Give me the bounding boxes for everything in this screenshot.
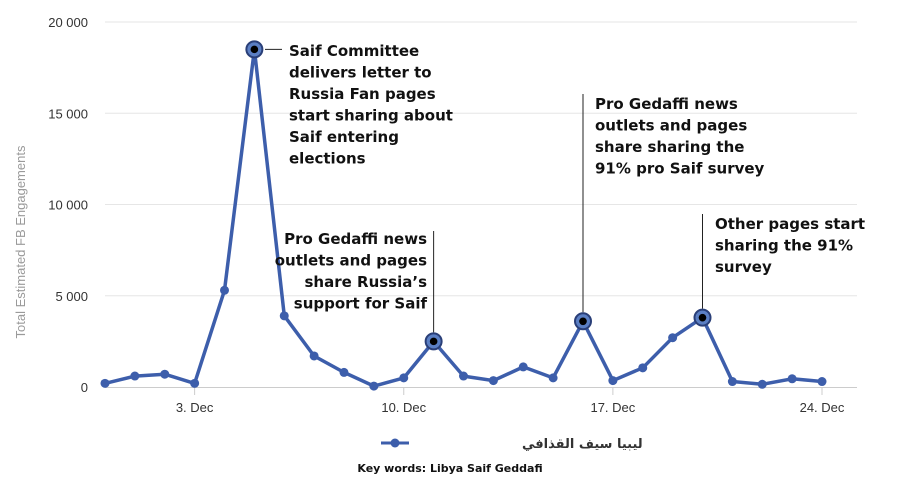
annotation-line: delivers letter to bbox=[289, 64, 432, 82]
highlight-markers bbox=[245, 40, 712, 351]
annotation-text: Saif Committee delivers letter to Russia F… bbox=[289, 42, 453, 168]
annotation-line: Saif entering bbox=[289, 128, 399, 146]
y-tick-label: 5 000 bbox=[55, 289, 88, 304]
annotation-text: Other pages start sharing the 91% survey bbox=[715, 215, 865, 276]
annotation-line: start sharing about bbox=[289, 107, 453, 125]
annotation-line: elections bbox=[289, 150, 366, 168]
annotation-text: Pro Gedaffi news outlets and pages share s… bbox=[595, 95, 765, 178]
x-tick-label: 17. Dec bbox=[590, 400, 635, 415]
data-point bbox=[309, 351, 319, 361]
y-tick-label: 0 bbox=[81, 380, 88, 395]
data-point bbox=[518, 362, 528, 372]
legend[interactable]: ليبيا سيف القذافي bbox=[381, 437, 643, 452]
data-point bbox=[279, 311, 289, 321]
annotation-line: share sharing the bbox=[595, 138, 744, 156]
annotation-line: outlets and pages bbox=[275, 252, 427, 270]
data-point bbox=[668, 333, 678, 343]
y-tick-label: 10 000 bbox=[48, 198, 88, 213]
y-axis-label: Total Estimated FB Engagements bbox=[13, 145, 28, 338]
annotation-line: 91% pro Saif survey bbox=[595, 160, 765, 178]
data-point bbox=[399, 373, 409, 383]
highlight-marker-dot bbox=[250, 45, 259, 54]
legend-marker bbox=[390, 438, 400, 448]
annotation-text: Pro Gedaffi news outlets and pages share R… bbox=[275, 230, 428, 313]
data-point bbox=[817, 377, 827, 387]
data-point bbox=[459, 371, 468, 381]
x-tick-label: 24. Dec bbox=[800, 400, 845, 415]
y-tick-label: 15 000 bbox=[48, 106, 88, 121]
data-point bbox=[638, 363, 648, 373]
axes: 0 5 000 10 000 15 000 20 000 3. Dec 10. Dec 17.… bbox=[48, 15, 857, 415]
x-tick-label: 3. Dec bbox=[176, 400, 214, 415]
data-point bbox=[608, 376, 618, 386]
highlight-marker-dot bbox=[698, 313, 707, 322]
annotation-line: Saif Committee bbox=[289, 42, 419, 60]
data-point bbox=[548, 373, 558, 383]
annotation-line: Russia Fan pages bbox=[289, 85, 436, 103]
annotation-line: support for Saif bbox=[294, 295, 428, 313]
annotation-line: sharing the 91% bbox=[715, 237, 853, 255]
data-point bbox=[787, 374, 797, 384]
y-tick-label: 20 000 bbox=[48, 15, 88, 30]
data-point bbox=[100, 378, 110, 388]
annotation-line: Pro Gedaffi news bbox=[284, 230, 427, 248]
gridlines bbox=[105, 21, 857, 297]
data-point bbox=[727, 377, 737, 387]
highlight-marker-dot bbox=[579, 317, 587, 326]
annotation-line: Other pages start bbox=[715, 215, 865, 233]
data-point bbox=[130, 371, 140, 381]
annotations: Saif Committee delivers letter to Russia F… bbox=[275, 42, 865, 313]
data-point bbox=[220, 285, 229, 295]
annotation-connectors bbox=[265, 48, 703, 333]
caption: Key words: Libya Saif Geddafi bbox=[357, 462, 542, 475]
data-point bbox=[190, 378, 200, 388]
x-tick-label: 10. Dec bbox=[381, 400, 426, 415]
data-point bbox=[160, 369, 170, 379]
data-point bbox=[757, 379, 767, 389]
data-point bbox=[339, 367, 349, 377]
legend-label: ليبيا سيف القذافي bbox=[522, 437, 643, 452]
annotation-line: share Russia’s bbox=[305, 273, 428, 291]
highlight-marker-dot bbox=[429, 337, 438, 346]
data-point bbox=[369, 381, 379, 391]
annotation-line: Pro Gedaffi news bbox=[595, 95, 738, 113]
annotation-line: survey bbox=[715, 258, 772, 276]
data-point bbox=[488, 376, 498, 386]
annotation-line: outlets and pages bbox=[595, 117, 747, 135]
